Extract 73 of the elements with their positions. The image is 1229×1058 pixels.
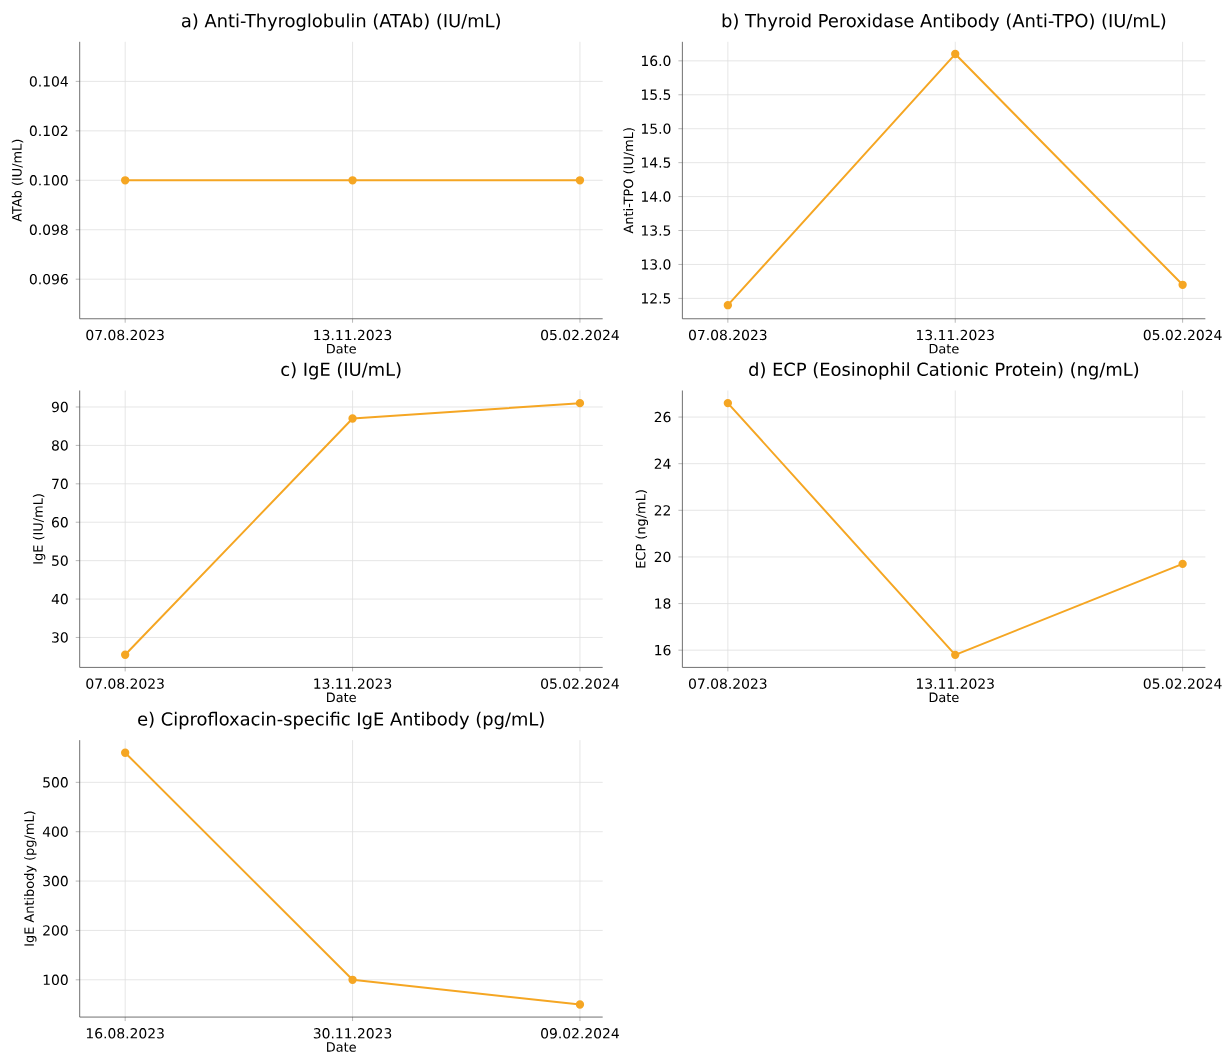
point	[1178, 559, 1187, 568]
point	[723, 300, 733, 310]
chart-title: c) IgE (IU/mL)	[281, 361, 401, 380]
y-tick-label: 0.102	[29, 125, 68, 136]
y-tick-label: 15.5	[641, 89, 671, 100]
point	[348, 975, 357, 984]
x-tick-label: 16.08.2023	[86, 1027, 164, 1039]
y-tick-label: 13.0	[641, 258, 671, 270]
chart-title: b) Thyroid Peroxidase Antibody (Anti-TPO) (IU/mL)	[722, 13, 1166, 31]
x-axis-title: Date	[929, 692, 959, 702]
chart-title: a) Anti-Thyroglobulin (ATAb) (IU/mL)	[181, 13, 500, 31]
y-axis-title: IgE (IU/mL)	[32, 494, 46, 564]
y-axis-title: ATAb (IU/mL)	[11, 139, 24, 222]
y-tick-label: 30	[52, 631, 68, 643]
x-tick-label: 07.08.2023	[688, 329, 767, 341]
y-tick-label: 0.100	[29, 174, 68, 186]
point	[1178, 280, 1187, 289]
y-tick-label: 13.5	[641, 225, 671, 236]
y-tick-label: 14.0	[641, 191, 671, 202]
x-tick-label: 07.08.2023	[688, 678, 767, 689]
x-tick-label: 13.11.2023	[916, 329, 994, 341]
y-tick-label: 60	[52, 516, 68, 528]
y-tick-label: 200	[43, 924, 68, 936]
x-tick-label: 05.02.2024	[541, 678, 619, 689]
y-tick-label: 70	[52, 478, 68, 489]
x-tick-label: 07.08.2023	[86, 329, 164, 341]
y-tick-label: 15.0	[641, 123, 671, 134]
point	[723, 398, 733, 408]
point	[575, 1000, 585, 1009]
y-tick-label: 80	[51, 439, 68, 451]
point	[121, 748, 130, 757]
y-tick-label: 300	[43, 875, 68, 887]
y-tick-label: 18	[655, 598, 671, 609]
y-tick-label: 14.5	[641, 157, 671, 168]
x-tick-label: 05.02.2024	[541, 329, 619, 341]
y-tick-label: 90	[51, 401, 68, 413]
x-axis-title: Date	[327, 692, 356, 702]
point	[951, 49, 960, 58]
y-tick-label: 24	[654, 458, 671, 469]
y-tick-label: 12.5	[641, 292, 671, 304]
y-tick-label: 100	[43, 974, 68, 985]
x-axis-title: Date	[327, 343, 356, 354]
y-tick-label: 26	[654, 411, 671, 423]
y-tick-label: 40	[51, 593, 68, 605]
x-tick-label: 07.08.2023	[86, 678, 164, 689]
x-tick-label: 13.11.2023	[314, 678, 392, 689]
point	[951, 650, 960, 659]
point	[348, 414, 357, 423]
y-tick-label: 16.0	[641, 55, 671, 66]
y-tick-label: 50	[52, 555, 68, 566]
y-tick-label: 0.096	[29, 273, 68, 285]
x-tick-label: 13.11.2023	[916, 678, 994, 689]
y-axis-title: ECP (ng/mL)	[635, 490, 649, 568]
x-tick-label: 05.02.2024	[1143, 329, 1222, 341]
point	[121, 650, 130, 659]
y-axis-title: IgE Antibody (pg/mL)	[24, 811, 37, 946]
y-axis-title: Anti-TPO (IU/mL)	[623, 127, 635, 234]
x-tick-label: 13.11.2023	[314, 329, 392, 341]
y-tick-label: 0.104	[29, 75, 68, 87]
x-axis-title: Date	[327, 1042, 356, 1052]
y-tick-label: 500	[43, 776, 68, 788]
x-tick-label: 30.11.2023	[313, 1027, 392, 1039]
chart-title: d) ECP (Eosinophil Cationic Protein) (ng/mL)	[749, 361, 1139, 380]
x-tick-label: 05.02.2024	[1143, 678, 1222, 689]
y-tick-label: 22	[654, 504, 670, 516]
x-axis-title: Date	[929, 343, 959, 354]
y-tick-label: 16	[655, 644, 671, 656]
y-tick-label: 400	[42, 826, 68, 837]
y-tick-label: 0.098	[29, 224, 68, 235]
x-tick-label: 09.02.2024	[541, 1027, 619, 1039]
point	[575, 398, 585, 408]
chart-title: e) Ciprofloxacin-specific IgE Antibody (pg/mL)	[138, 711, 544, 729]
y-tick-label: 20	[654, 551, 671, 562]
